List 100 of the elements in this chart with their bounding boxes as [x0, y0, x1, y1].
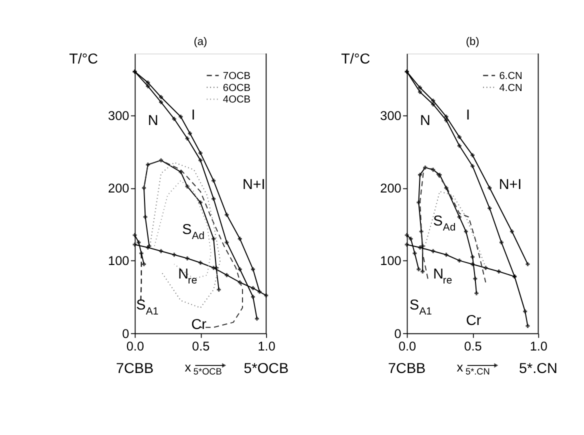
point	[418, 90, 422, 94]
point	[142, 262, 146, 266]
point	[224, 212, 229, 217]
y-tick-label: 0	[122, 326, 130, 341]
point	[132, 242, 137, 247]
point	[143, 214, 148, 219]
point	[412, 251, 417, 256]
y-tick-label: 300	[380, 108, 402, 123]
x-tick-label: 1.0	[258, 338, 276, 354]
x-tick-label: 0.5	[192, 338, 210, 354]
point	[457, 214, 462, 219]
y-tick-label: 100	[380, 253, 402, 268]
line-series	[423, 191, 486, 268]
point	[457, 135, 462, 140]
point	[457, 258, 462, 263]
point	[146, 84, 150, 88]
point	[198, 260, 202, 265]
point	[198, 200, 202, 204]
point	[512, 274, 517, 279]
point	[416, 267, 421, 272]
point	[238, 236, 242, 241]
point	[251, 286, 255, 290]
point	[159, 95, 164, 100]
y-tick-label: 100	[108, 253, 130, 268]
point	[499, 240, 504, 244]
legend-label: 4OCB	[222, 94, 251, 106]
legend-label: 6OCB	[222, 82, 251, 94]
legend-label: 6.CN	[499, 70, 522, 82]
annotation: N+I	[498, 177, 522, 194]
line-series	[143, 160, 244, 328]
point	[254, 316, 259, 321]
point	[444, 118, 448, 122]
line-series	[150, 162, 221, 308]
point	[404, 70, 409, 74]
point	[224, 273, 229, 278]
x-tick-label: 0.0	[398, 338, 416, 354]
annotation: I	[191, 107, 196, 124]
y-tick-label: 0	[394, 326, 402, 341]
point	[474, 291, 478, 296]
text: 7CBB	[116, 361, 154, 378]
y-tick-label: 300	[108, 108, 130, 123]
y-axis-title: T/°C	[69, 51, 98, 68]
point	[431, 98, 436, 103]
point	[496, 269, 501, 274]
text: 7CBB	[388, 361, 426, 378]
point	[178, 114, 183, 119]
text: 5*OCB	[244, 361, 289, 378]
point	[418, 172, 422, 177]
point	[473, 276, 478, 281]
point	[172, 252, 176, 257]
point	[523, 309, 528, 314]
chart-title: (b)	[466, 36, 480, 48]
point	[431, 102, 436, 106]
point	[470, 153, 475, 158]
legend-label: 4.CN	[499, 82, 522, 94]
point	[444, 252, 448, 257]
point	[132, 233, 137, 238]
point	[470, 164, 475, 168]
point	[470, 254, 475, 259]
point	[431, 249, 436, 254]
x-tick-label: 0.5	[464, 338, 482, 354]
point	[418, 86, 422, 90]
point	[457, 144, 462, 148]
point	[212, 236, 216, 241]
annotation: Cr	[466, 312, 482, 329]
point	[159, 249, 164, 254]
point	[238, 267, 242, 272]
point	[488, 186, 492, 190]
y-tick-label: 200	[108, 180, 130, 196]
y-axis-title: T/°C	[341, 51, 370, 68]
line-series	[154, 180, 212, 280]
point	[212, 196, 216, 201]
point	[420, 269, 425, 274]
point	[198, 151, 202, 156]
point	[404, 233, 409, 238]
point	[212, 178, 216, 183]
y-tick-label: 200	[380, 180, 402, 196]
point	[470, 262, 475, 266]
point	[136, 240, 141, 244]
point	[404, 242, 409, 247]
point	[408, 236, 413, 241]
point	[198, 158, 202, 162]
legend-label: 7OCB	[222, 70, 251, 82]
text: 5*.CN	[519, 361, 558, 378]
annotation: N	[148, 112, 158, 129]
point	[188, 131, 192, 136]
annotation: Cr	[191, 317, 207, 334]
point	[251, 267, 255, 272]
point	[159, 100, 164, 104]
point	[224, 240, 229, 244]
point	[526, 262, 530, 266]
point	[185, 136, 190, 140]
point	[444, 114, 448, 119]
point	[185, 256, 190, 260]
annotation: N+I	[242, 177, 266, 194]
point	[488, 206, 492, 210]
point	[146, 80, 150, 85]
point	[510, 230, 514, 234]
point	[212, 266, 216, 270]
chart-title: (a)	[194, 36, 208, 48]
